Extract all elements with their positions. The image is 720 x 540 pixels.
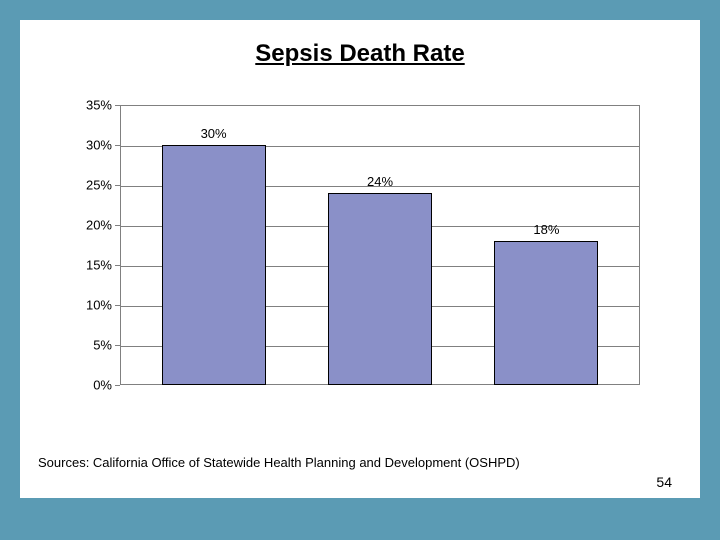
y-tick-label: 30%	[86, 138, 112, 153]
slide-body: Sepsis Death Rate 0% 5% 10% 15% 20% 25% 30% 35%…	[20, 20, 700, 498]
y-tick-mark	[115, 385, 120, 386]
slide-frame: Sepsis Death Rate 0% 5% 10% 15% 20% 25% 30% 35%…	[0, 0, 720, 540]
source-text: Sources: California Office of Statewide …	[38, 455, 520, 470]
bar-value-label: 24%	[329, 174, 431, 189]
bar: 24%	[328, 193, 432, 385]
bar-value-label: 18%	[495, 222, 597, 237]
bar: 30%	[162, 145, 266, 385]
bars-container: 30% 24% 18%	[120, 105, 640, 385]
y-tick-label: 15%	[86, 258, 112, 273]
page-title: Sepsis Death Rate	[20, 20, 700, 80]
y-tick-label: 20%	[86, 218, 112, 233]
bar: 18%	[494, 241, 598, 385]
y-tick-label: 10%	[86, 298, 112, 313]
bar-value-label: 30%	[163, 126, 265, 141]
y-tick-label: 25%	[86, 178, 112, 193]
page-number: 54	[656, 474, 672, 490]
y-tick-label: 0%	[93, 378, 112, 393]
y-tick-label: 35%	[86, 98, 112, 113]
y-axis: 0%5%10%15%20%25%30%35%	[65, 105, 120, 385]
bar-chart: 0%5%10%15%20%25%30%35% 30%24%18%	[65, 105, 640, 405]
y-tick-label: 5%	[93, 338, 112, 353]
